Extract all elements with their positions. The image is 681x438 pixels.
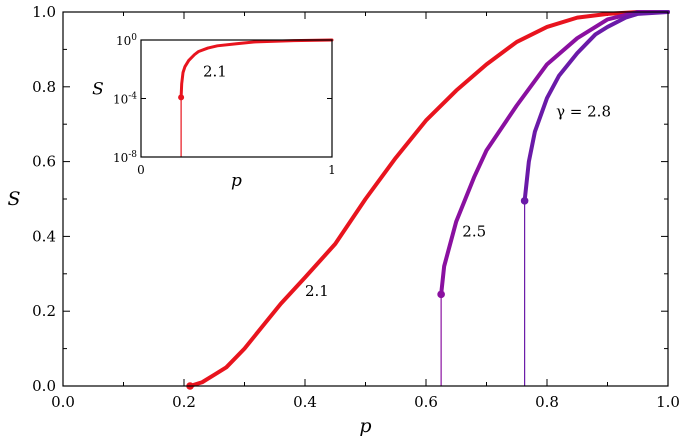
plot-frame xyxy=(62,11,669,387)
inset-y-tick-label: 10-4 xyxy=(113,92,137,107)
y-tick-label: 0.2 xyxy=(32,302,56,320)
x-tick-label: 0.4 xyxy=(293,393,317,411)
inset-background xyxy=(141,40,332,157)
y-tick-label: 0.0 xyxy=(32,377,56,395)
curve-label: γ = 2.8 xyxy=(556,103,611,121)
inset-curve-label: 2.1 xyxy=(203,62,227,80)
y-tick-label: 0.4 xyxy=(32,227,56,245)
inset-threshold-point xyxy=(178,94,185,101)
series-threshold-point xyxy=(437,290,445,299)
inset-frame xyxy=(140,39,333,158)
y-axis-title: S xyxy=(7,188,20,210)
series-curve xyxy=(522,10,670,203)
inset-x-tick-label: 1 xyxy=(328,163,336,177)
inset-x-tick-label: 0 xyxy=(137,163,145,177)
inset-plot: 0 1 10-8 10-4 100 2.1 p S xyxy=(92,33,336,191)
x-tick-label: 0.0 xyxy=(51,393,75,411)
main-plot: 0.0 0.2 0.4 0.6 0.8 1.0 0.0 0.2 0.4 0.6 0.8 1.0 2.1 2… xyxy=(7,3,679,437)
inset-y-axis-title: S xyxy=(92,80,104,100)
x-tick-label: 1.0 xyxy=(656,393,680,411)
y-tick-label: 1.0 xyxy=(32,3,56,21)
series-threshold-point xyxy=(520,197,529,205)
inset-x-axis-title: p xyxy=(231,171,242,191)
y-tick-label: 0.8 xyxy=(32,78,56,96)
x-tick-label: 0.2 xyxy=(172,393,196,411)
x-tick-label: 0.8 xyxy=(535,393,559,411)
x-tick-label: 0.6 xyxy=(414,393,438,411)
series-curve xyxy=(188,10,670,388)
x-axis-title: p xyxy=(359,415,371,437)
y-tick-label: 0.6 xyxy=(32,153,56,171)
curve-label: 2.5 xyxy=(462,222,486,240)
inset-y-tick-label: 10-8 xyxy=(113,150,137,165)
curve-label: 2.1 xyxy=(305,282,329,300)
inset-series-curve xyxy=(179,38,334,99)
series-curve xyxy=(439,10,670,297)
inset-y-tick-label: 100 xyxy=(116,33,137,48)
